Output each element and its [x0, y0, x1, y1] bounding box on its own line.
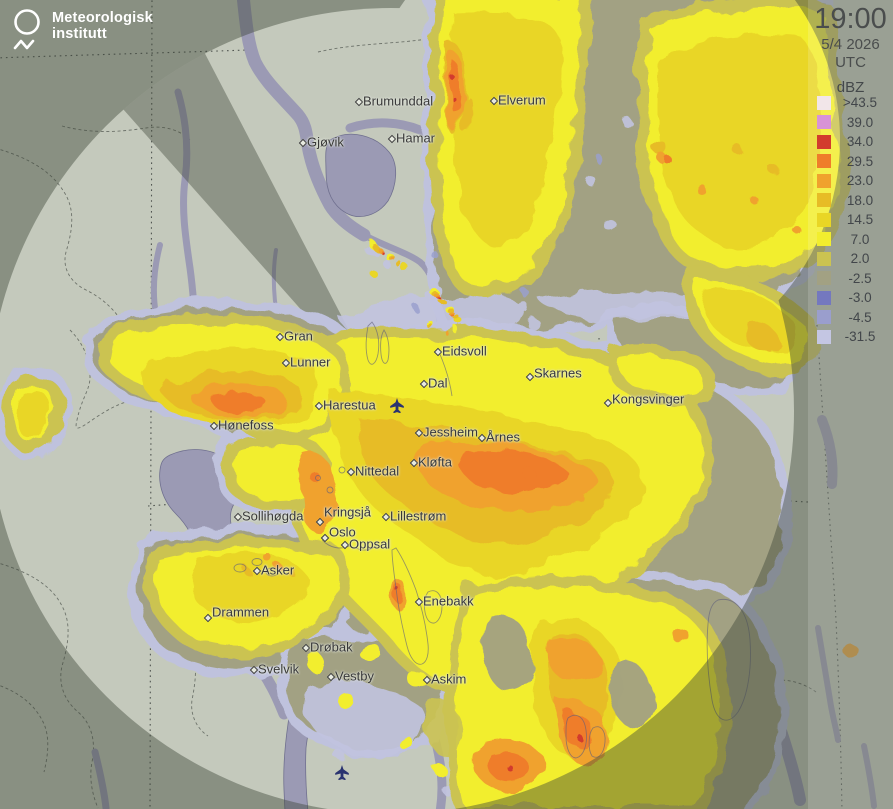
airport-icon — [389, 396, 406, 418]
legend-value: 39.0 — [846, 114, 874, 130]
legend-row: 23.0 — [808, 171, 893, 191]
city-label: Lillestrøm — [390, 508, 447, 524]
legend-row: 7.0 — [808, 230, 893, 250]
legend-swatch — [817, 290, 831, 305]
airport-icon — [334, 763, 351, 785]
date: 5/4 2026 — [821, 36, 880, 53]
city-label: Skarnes — [534, 365, 582, 381]
legend-swatch — [817, 154, 831, 169]
city-label: Elverum — [498, 92, 546, 108]
city-label: Jessheim — [423, 424, 478, 440]
city-label: Drøbak — [310, 639, 353, 655]
institute-logo: Meteorologisk institutt — [10, 7, 153, 53]
logo-line2: institutt — [52, 26, 107, 42]
city-label: Svelvik — [258, 661, 300, 677]
legend-value: 7.0 — [850, 231, 870, 247]
legend-swatch — [817, 232, 831, 247]
city-label: Askim — [431, 671, 467, 687]
city-label: Sollihøgda — [242, 508, 304, 524]
legend-row: -2.5 — [808, 269, 893, 289]
legend-unit: dBZ — [836, 79, 865, 96]
city-label: Brumunddal — [363, 93, 434, 109]
city-label: Gran — [284, 328, 313, 344]
legend-swatch — [817, 95, 831, 110]
city-label: Kløfta — [418, 454, 452, 470]
legend-row: -4.5 — [808, 308, 893, 328]
city-label: Enebakk — [423, 593, 474, 609]
legend-swatch — [817, 193, 831, 208]
timestamp: 19:00 — [814, 3, 887, 35]
city-label: Eidsvoll — [442, 343, 487, 359]
timezone: UTC — [835, 54, 866, 71]
legend-rows: >43.5 39.0 34.0 29.5 23.0 18.0 14.5 7.0 2.0 -2.5 -… — [808, 93, 893, 347]
city-label: Hamar — [396, 130, 436, 146]
legend-value: 2.0 — [850, 251, 870, 267]
legend-swatch — [817, 173, 831, 188]
city-label: Kringsjå — [324, 504, 371, 520]
precipitation-layer — [0, 0, 857, 809]
blocked-sector — [99, 21, 391, 411]
legend-value: -3.0 — [848, 290, 872, 306]
water-outline-overlay — [233, 321, 751, 759]
legend-swatch — [817, 271, 831, 286]
legend-value: -2.5 — [848, 270, 872, 286]
legend-swatch — [817, 212, 831, 227]
city-label: Drammen — [212, 604, 270, 620]
city-label: Hønefoss — [218, 417, 274, 433]
city-label: Asker — [261, 562, 295, 578]
city-label: Nittedal — [355, 463, 400, 479]
legend-row: -31.5 — [808, 327, 893, 347]
legend-swatch — [817, 115, 831, 130]
city-label: Oppsal — [349, 536, 391, 552]
legend-swatch — [817, 329, 831, 344]
city-label: Oslo — [329, 524, 356, 540]
legend-row: 14.5 — [808, 210, 893, 230]
legend-value: 34.0 — [846, 134, 874, 150]
logo-line1: Meteorologisk — [52, 10, 153, 26]
legend-row: 39.0 — [808, 113, 893, 133]
city-label: Årnes — [486, 429, 520, 445]
legend-value: 18.0 — [846, 192, 874, 208]
legend-swatch — [817, 251, 831, 266]
legend-value: 29.5 — [846, 153, 874, 169]
legend-panel: 19:00 5/4 2026 UTC dBZ >43.5 39.0 34.0 29.5… — [808, 0, 893, 809]
legend-row: -3.0 — [808, 288, 893, 308]
city-label: Dal — [428, 375, 448, 391]
legend-row: 29.5 — [808, 152, 893, 172]
legend-row: 34.0 — [808, 132, 893, 152]
legend-swatch — [817, 134, 831, 149]
city-label: Harestua — [323, 397, 376, 413]
legend-value: 23.0 — [846, 173, 874, 189]
legend-value: -31.5 — [844, 329, 876, 345]
legend-value: -4.5 — [848, 309, 872, 325]
legend-row: >43.5 — [808, 93, 893, 113]
city-label: Vestby — [335, 668, 375, 684]
legend-row: 18.0 — [808, 191, 893, 211]
city-label: Lunner — [290, 354, 331, 370]
legend-value: >43.5 — [842, 95, 878, 111]
met-logo-icon — [13, 9, 40, 50]
city-label: Kongsvinger — [612, 391, 685, 407]
legend-swatch — [817, 310, 831, 325]
legend-value: 14.5 — [846, 212, 874, 228]
legend-row: 2.0 — [808, 249, 893, 269]
city-label: Gjøvik — [307, 134, 344, 150]
